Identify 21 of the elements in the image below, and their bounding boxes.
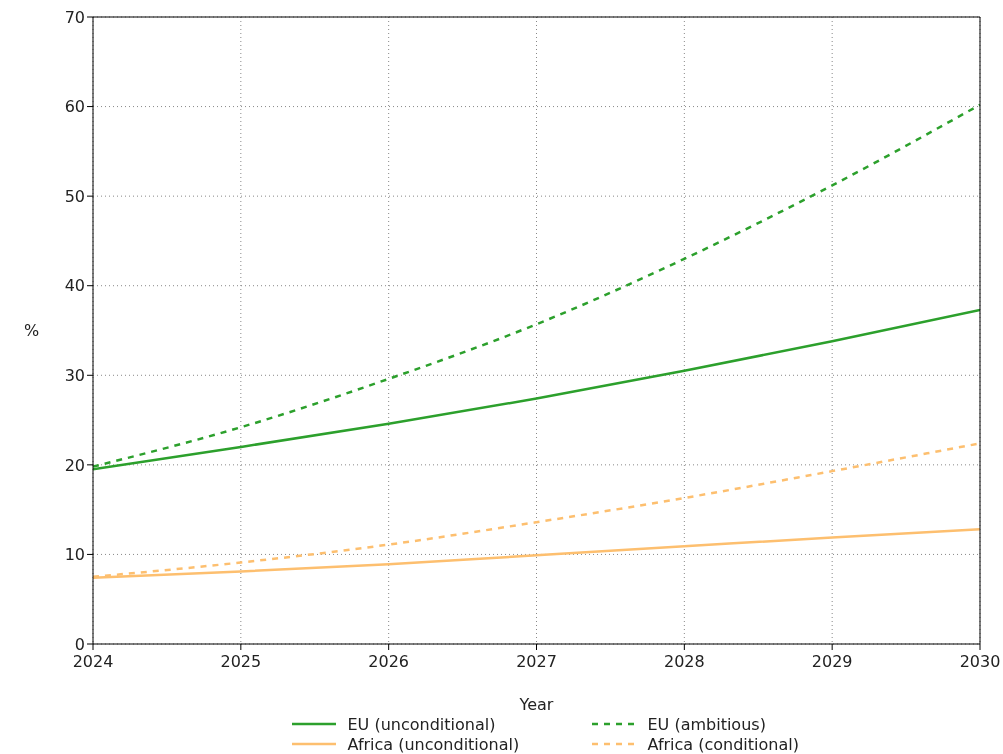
legend-label: Africa (conditional) xyxy=(647,734,799,754)
y-tick-label: 10 xyxy=(64,545,85,565)
x-tick-label: 2025 xyxy=(220,652,262,672)
legend-label: Africa (unconditional) xyxy=(347,734,520,754)
x-tick-label: 2028 xyxy=(663,652,705,672)
x-tick-label: 2030 xyxy=(959,652,1001,672)
x-tick-label: 2024 xyxy=(72,652,114,672)
legend-label: EU (unconditional) xyxy=(347,714,496,734)
y-tick-label: 70 xyxy=(64,7,85,27)
y-tick-label: 20 xyxy=(64,455,85,475)
y-axis-title: % xyxy=(24,321,40,341)
y-tick-label: 60 xyxy=(64,97,85,117)
x-axis-title: Year xyxy=(518,695,554,714)
x-tick-label: 2029 xyxy=(811,652,853,672)
y-tick-label: 50 xyxy=(64,186,85,206)
y-tick-label: 0 xyxy=(74,634,85,654)
x-tick-label: 2026 xyxy=(368,652,410,672)
legend-label: EU (ambitious) xyxy=(647,714,766,734)
y-tick-label: 40 xyxy=(64,276,85,296)
y-tick-label: 30 xyxy=(64,365,85,385)
x-tick-label: 2027 xyxy=(516,652,557,672)
